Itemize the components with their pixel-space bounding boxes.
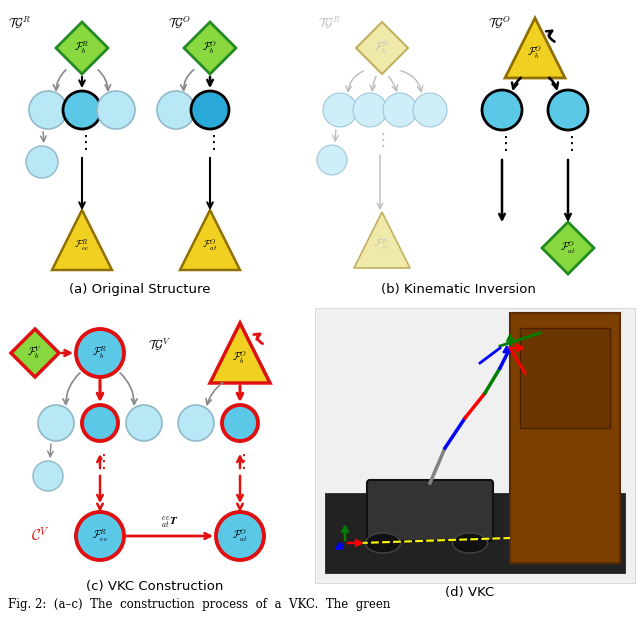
Text: Fig. 2:  (a–c)  The  construction  process  of  a  VKC.  The  green: Fig. 2: (a–c) The construction process o… — [8, 598, 390, 611]
Text: (c) VKC Construction: (c) VKC Construction — [86, 580, 224, 593]
Circle shape — [157, 91, 195, 129]
Ellipse shape — [365, 533, 401, 553]
Circle shape — [126, 405, 162, 441]
Circle shape — [26, 146, 58, 178]
Polygon shape — [52, 210, 112, 270]
Text: $\mathcal{C}^V$: $\mathcal{C}^V$ — [31, 527, 49, 545]
Text: $\mathcal{F}_b^V$: $\mathcal{F}_b^V$ — [28, 345, 43, 361]
Circle shape — [548, 90, 588, 130]
Polygon shape — [11, 329, 59, 377]
Circle shape — [82, 405, 118, 441]
Text: $\vdots$: $\vdots$ — [374, 129, 385, 149]
Bar — [325, 493, 625, 573]
Text: $\mathcal{F}_b^O$: $\mathcal{F}_b^O$ — [527, 44, 543, 61]
Polygon shape — [542, 222, 594, 274]
Text: $\mathcal{F}_b^O$: $\mathcal{F}_b^O$ — [232, 350, 248, 366]
Circle shape — [353, 93, 387, 127]
Polygon shape — [356, 22, 408, 74]
FancyBboxPatch shape — [367, 480, 493, 541]
Circle shape — [33, 461, 63, 491]
Text: $\mathcal{F}_{ee}^R$: $\mathcal{F}_{ee}^R$ — [374, 237, 390, 253]
Text: $\vdots$: $\vdots$ — [204, 133, 216, 151]
Text: $\vdots$: $\vdots$ — [234, 451, 246, 471]
Circle shape — [191, 91, 229, 129]
Text: $\mathcal{F}_b^O$: $\mathcal{F}_b^O$ — [202, 40, 218, 56]
Text: $\mathcal{F}_b^R$: $\mathcal{F}_b^R$ — [74, 40, 90, 56]
Polygon shape — [354, 212, 410, 268]
Polygon shape — [184, 22, 236, 74]
Text: $\vdots$: $\vdots$ — [562, 133, 574, 153]
Text: $\mathcal{F}_{ee}^R$: $\mathcal{F}_{ee}^R$ — [92, 528, 108, 544]
Text: $\mathcal{F}_{ee}^R$: $\mathcal{F}_{ee}^R$ — [74, 238, 90, 254]
Text: $\mathcal{F}_{at}^O$: $\mathcal{F}_{at}^O$ — [232, 528, 248, 544]
Text: ${}^{ee}_{at}\boldsymbol{T}$: ${}^{ee}_{at}\boldsymbol{T}$ — [161, 514, 179, 530]
Circle shape — [76, 329, 124, 377]
Text: $\vdots$: $\vdots$ — [76, 133, 88, 151]
Text: $\mathcal{F}_{at}^O$: $\mathcal{F}_{at}^O$ — [202, 238, 218, 254]
Text: $\vdots$: $\vdots$ — [496, 133, 508, 153]
Text: $\mathcal{T}\mathcal{G}^O$: $\mathcal{T}\mathcal{G}^O$ — [488, 14, 511, 30]
Polygon shape — [505, 18, 565, 78]
Circle shape — [413, 93, 447, 127]
Polygon shape — [56, 22, 108, 74]
Circle shape — [38, 405, 74, 441]
Bar — [510, 313, 620, 563]
Circle shape — [383, 93, 417, 127]
Polygon shape — [180, 210, 240, 270]
Circle shape — [317, 145, 347, 175]
Text: $\mathcal{T}\mathcal{G}^V$: $\mathcal{T}\mathcal{G}^V$ — [148, 336, 172, 352]
Text: (a) Original Structure: (a) Original Structure — [69, 283, 211, 296]
Text: $\mathcal{F}_b^R$: $\mathcal{F}_b^R$ — [92, 345, 108, 361]
Bar — [520, 328, 610, 428]
Text: $\mathcal{T}\mathcal{G}^R$: $\mathcal{T}\mathcal{G}^R$ — [8, 14, 31, 30]
Circle shape — [323, 93, 357, 127]
Text: $\mathcal{T}\mathcal{G}^R$: $\mathcal{T}\mathcal{G}^R$ — [318, 14, 341, 30]
Ellipse shape — [452, 533, 488, 553]
Polygon shape — [210, 323, 270, 383]
Text: (b) Kinematic Inversion: (b) Kinematic Inversion — [381, 283, 536, 296]
Circle shape — [482, 90, 522, 130]
Circle shape — [63, 91, 101, 129]
Text: $\mathcal{F}_{at}^O$: $\mathcal{F}_{at}^O$ — [560, 240, 576, 256]
Text: (d) VKC: (d) VKC — [445, 586, 495, 599]
Circle shape — [97, 91, 135, 129]
Circle shape — [222, 405, 258, 441]
Text: $\mathcal{T}\mathcal{G}^O$: $\mathcal{T}\mathcal{G}^O$ — [168, 14, 191, 30]
Text: $\mathcal{F}_b^R$: $\mathcal{F}_b^R$ — [374, 40, 390, 56]
Circle shape — [178, 405, 214, 441]
Circle shape — [216, 512, 264, 560]
Circle shape — [29, 91, 67, 129]
Bar — [315, 308, 635, 583]
Text: $\vdots$: $\vdots$ — [94, 451, 106, 471]
Circle shape — [76, 512, 124, 560]
